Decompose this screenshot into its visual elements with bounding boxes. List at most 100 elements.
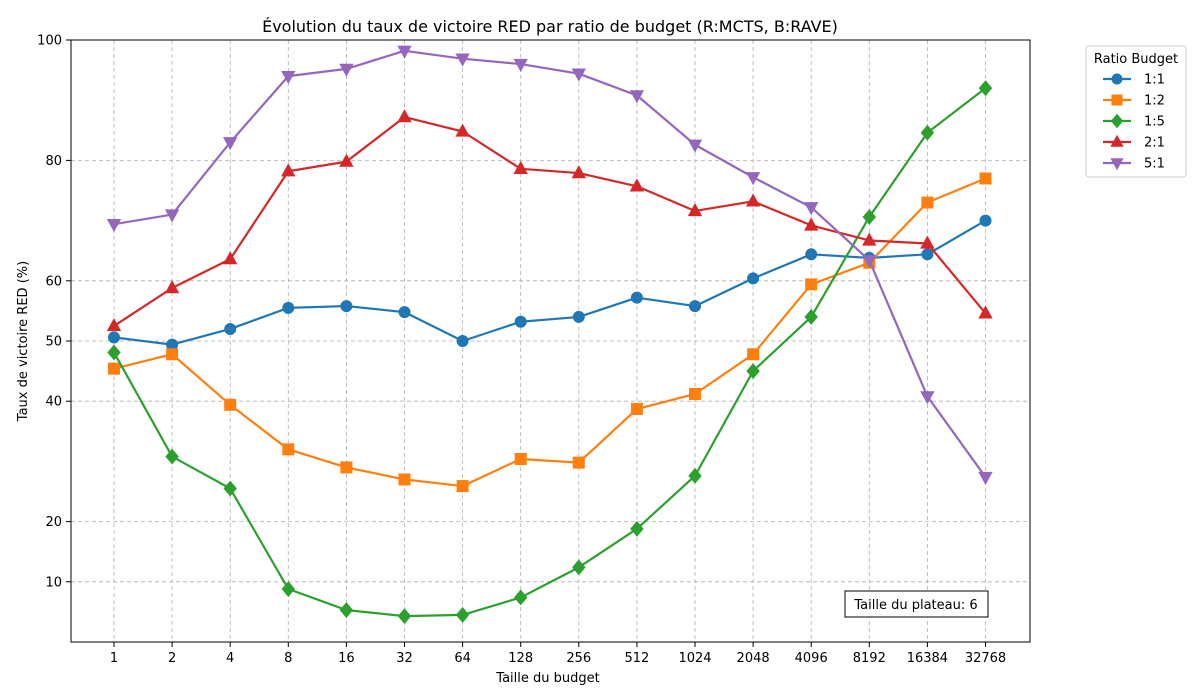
data-point (747, 348, 760, 361)
data-point (398, 473, 411, 486)
data-point (920, 235, 935, 249)
data-point (747, 272, 760, 285)
data-point (282, 301, 295, 314)
series-group (106, 45, 993, 625)
annotation-box: Taille du plateau: 6 (844, 590, 989, 618)
legend-title: Ratio Budget (1094, 52, 1178, 67)
x-tick-label: 16384 (907, 651, 948, 666)
data-point (572, 310, 585, 323)
data-point (746, 363, 760, 380)
data-point (513, 589, 528, 606)
data-point (397, 608, 412, 625)
data-point (108, 331, 120, 344)
x-tick-label: 1024 (678, 651, 711, 666)
series-1-1 (108, 214, 992, 351)
y-tick-label: 60 (45, 274, 62, 289)
series-1-5 (107, 80, 993, 625)
data-point (224, 398, 237, 411)
data-point (862, 209, 877, 225)
data-point (687, 139, 703, 153)
legend-label: 5:1 (1144, 157, 1165, 172)
legend-item: 5:1 (1103, 157, 1165, 172)
data-point (572, 559, 586, 576)
data-point (397, 45, 412, 59)
data-point (281, 70, 296, 85)
legend-marker (1111, 94, 1123, 106)
x-tick-label: 32 (396, 651, 413, 666)
legend-marker (1111, 73, 1123, 85)
series-line (113, 177, 986, 488)
x-tick-label: 2048 (737, 651, 770, 666)
legend-marker (1110, 113, 1124, 129)
data-point (805, 248, 818, 261)
data-point (862, 255, 877, 269)
x-tick-label: 16 (338, 651, 355, 666)
data-point (921, 196, 934, 209)
data-point (920, 391, 935, 405)
legend-item: 1:5 (1103, 113, 1165, 130)
data-point (107, 344, 121, 361)
data-point (978, 471, 993, 485)
y-tick-label: 80 (45, 154, 62, 169)
series-2-1 (106, 109, 993, 332)
annotation-frame (844, 590, 989, 618)
data-point (164, 280, 180, 294)
data-point (630, 403, 643, 416)
y-tick-label: 20 (45, 515, 62, 530)
data-point (513, 58, 528, 72)
x-tick-label: 8192 (853, 651, 886, 666)
data-point (513, 160, 528, 175)
data-point (339, 63, 354, 77)
data-point (224, 322, 237, 335)
data-point (106, 318, 122, 332)
data-point (456, 335, 469, 347)
y-tick-label: 50 (45, 335, 62, 350)
legend-label: 1:2 (1144, 94, 1165, 109)
data-point (630, 291, 643, 304)
x-tick-label: 64 (454, 651, 471, 666)
data-point (978, 305, 993, 319)
legend-label: 2:1 (1144, 136, 1165, 151)
data-point (629, 178, 645, 192)
data-point (804, 308, 818, 325)
data-point (920, 124, 935, 141)
data-point (514, 315, 527, 328)
y-tick-label: 10 (45, 575, 62, 590)
data-point (687, 203, 703, 217)
data-point (455, 606, 470, 623)
data-point (629, 90, 645, 104)
data-point (455, 123, 470, 137)
axes: 1 2 4 8 16 32 64 128 256 512 1024 2048 4096 8192 16384… (37, 34, 1006, 667)
data-point (223, 137, 238, 151)
data-point (164, 209, 180, 223)
data-point (630, 520, 644, 537)
legend-item: 1:2 (1103, 94, 1165, 109)
data-point (571, 165, 586, 179)
data-point (688, 467, 702, 484)
data-point (804, 202, 819, 216)
x-tick-label: 1 (110, 651, 118, 666)
data-point (340, 300, 353, 313)
annotation-text: Taille du plateau: 6 (853, 598, 977, 613)
x-axis-label: Taille du budget (495, 671, 599, 686)
series-line (113, 49, 987, 478)
series-line (113, 87, 987, 618)
data-point (921, 248, 934, 261)
chart-title: Évolution du taux de victoire RED par ra… (262, 17, 838, 36)
data-point (979, 214, 992, 227)
legend-marker (1110, 158, 1124, 171)
data-point (281, 163, 296, 177)
series-5-1 (106, 45, 993, 485)
data-point (281, 581, 296, 597)
x-tick-label: 8 (284, 651, 292, 666)
legend-marker (1110, 134, 1124, 147)
data-point (282, 443, 295, 456)
x-tick-label: 4096 (795, 651, 828, 666)
data-point (805, 278, 818, 291)
data-point (572, 456, 585, 469)
legend-label: 1:5 (1144, 115, 1165, 130)
x-tick-label: 32768 (965, 651, 1006, 666)
series-line (113, 219, 987, 346)
data-point (979, 172, 992, 185)
data-point (339, 153, 354, 167)
